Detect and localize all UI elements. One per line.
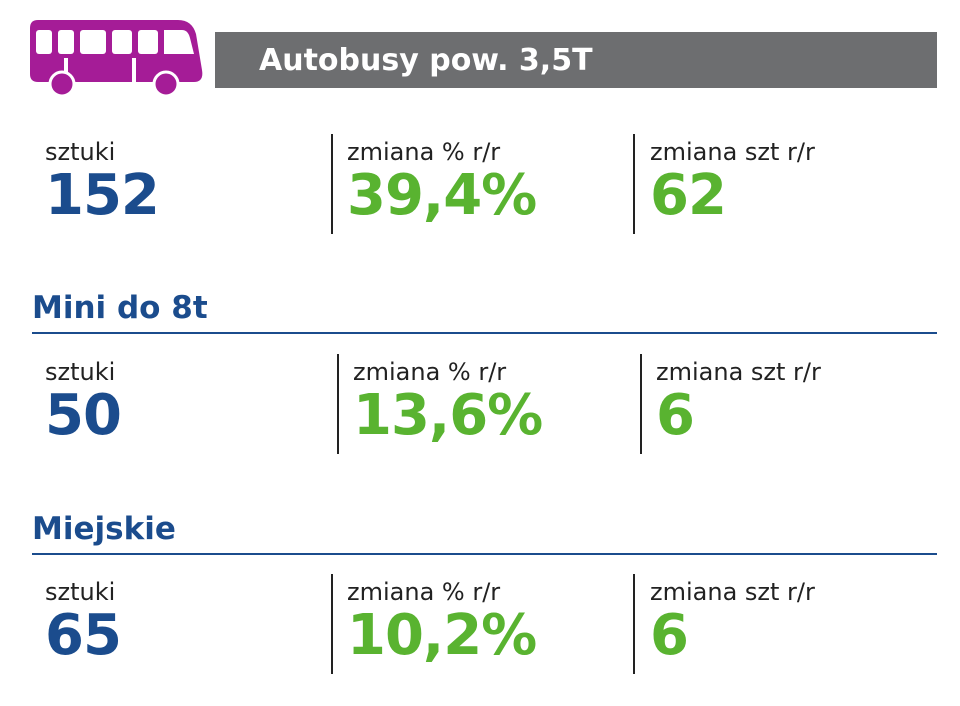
stat-label: zmiana szt r/r <box>650 578 815 606</box>
stat-label: zmiana % r/r <box>347 578 501 606</box>
stat-label: zmiana szt r/r <box>656 358 821 386</box>
stat-value: 39,4% <box>347 163 537 228</box>
divider <box>331 574 333 674</box>
stat-value: 65 <box>45 603 122 668</box>
stat-value: 6 <box>650 603 689 668</box>
stat-label: sztuki <box>45 358 116 386</box>
stat-value: 62 <box>650 163 727 228</box>
divider <box>337 354 339 454</box>
stat-label: sztuki <box>45 138 116 166</box>
stat-label: sztuki <box>45 578 116 606</box>
stat-label: zmiana szt r/r <box>650 138 815 166</box>
divider <box>633 574 635 674</box>
stat-value: 152 <box>45 163 160 228</box>
bus-icon <box>30 20 203 98</box>
divider <box>640 354 642 454</box>
section-title-miejskie: Miejskie <box>32 511 176 547</box>
section-title-mini: Mini do 8t <box>32 290 208 326</box>
stat-value: 50 <box>45 383 122 448</box>
section-rule <box>32 332 937 334</box>
section-rule <box>32 553 937 555</box>
stat-label: zmiana % r/r <box>353 358 507 386</box>
divider <box>633 134 635 234</box>
title-bar: Autobusy pow. 3,5T <box>215 32 937 88</box>
stat-label: zmiana % r/r <box>347 138 501 166</box>
stat-value: 6 <box>656 383 695 448</box>
stat-value: 10,2% <box>347 603 537 668</box>
divider <box>331 134 333 234</box>
page-title: Autobusy pow. 3,5T <box>259 42 593 78</box>
stat-value: 13,6% <box>353 383 543 448</box>
